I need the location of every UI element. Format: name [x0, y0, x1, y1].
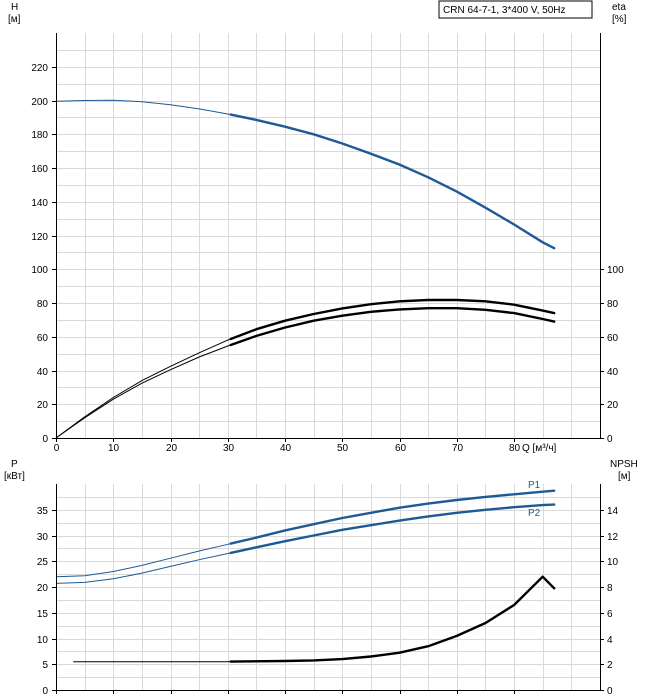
bottom-series-p1-curve-thin: [55, 543, 231, 578]
top-left-tick-label: 100: [31, 265, 48, 276]
top-left-axis-unit: [м]: [8, 14, 21, 25]
top-series-2-curve-thin: [55, 338, 231, 439]
bottom-right-axis-label: NPSH: [610, 459, 638, 470]
bottom-series-p1-curve-operating: [229, 489, 556, 545]
x-tick-label: 20: [166, 443, 178, 454]
bottom-series-p2-curve-thin: [55, 552, 231, 584]
bottom-series-p2-curve-operating: [229, 503, 556, 555]
bottom-left-tick-label: 20: [37, 583, 49, 594]
x-tick-label: 10: [108, 443, 120, 454]
top-right-tick-label: 0: [607, 434, 613, 445]
top-series-1-curve-thin: [55, 344, 231, 439]
bottom-left-tick-label: 10: [37, 635, 49, 646]
top-left-tick-label: 40: [37, 367, 49, 378]
title-box-text: CRN 64-7-1, 3*400 V, 50Hz: [443, 5, 565, 16]
series-label-p1: P1: [528, 480, 541, 491]
top-right-axis-unit: [%]: [612, 14, 627, 25]
grid-layer: [56, 33, 601, 690]
top-left-tick-label: 220: [31, 63, 48, 74]
top-series-2-curve-operating: [229, 298, 556, 341]
series-label-p2: P2: [528, 508, 541, 519]
x-tick-label: 0: [54, 443, 60, 454]
x-tick-label: 50: [337, 443, 349, 454]
bottom-left-tick-label: 30: [37, 532, 49, 543]
x-tick-label: 30: [223, 443, 235, 454]
top-left-tick-label: 120: [31, 232, 48, 243]
x-tick-label: 60: [395, 443, 407, 454]
top-series-0-curve-thin: [55, 99, 231, 116]
bottom-right-tick-label: 12: [607, 532, 619, 543]
top-left-tick-label: 200: [31, 97, 48, 108]
top-series-1-curve-operating: [229, 307, 556, 347]
axes-layer: 0204060801001201401601802002200204060801…: [31, 33, 624, 697]
top-left-tick-label: 160: [31, 164, 48, 175]
bottom-left-tick-label: 15: [37, 609, 49, 620]
bottom-right-tick-label: 6: [607, 609, 613, 620]
x-tick-label: 40: [280, 443, 292, 454]
top-left-tick-label: 20: [37, 400, 49, 411]
top-left-tick-label: 180: [31, 130, 48, 141]
title-box-frame: [438, 0, 593, 19]
bottom-right-tick-label: 8: [607, 583, 613, 594]
top-right-tick-label: 80: [607, 299, 619, 310]
top-left-tick-label: 80: [37, 299, 49, 310]
bottom-right-tick-label: 4: [607, 635, 613, 646]
bottom-left-tick-label: 25: [37, 557, 49, 568]
bottom-right-axis-unit: [м]: [618, 471, 631, 482]
bottom-right-tick-label: 14: [607, 506, 619, 517]
top-series-0-curve-operating: [229, 113, 556, 250]
top-left-tick-label: 140: [31, 198, 48, 209]
top-right-axis-label: eta: [612, 2, 626, 13]
top-right-tick-label: 100: [607, 265, 624, 276]
bottom-series-2-curve-operating: [229, 575, 556, 663]
curves-layer: [55, 99, 556, 663]
top-right-tick-label: 40: [607, 367, 619, 378]
top-right-tick-label: 60: [607, 333, 619, 344]
bottom-left-tick-label: 0: [42, 686, 48, 697]
top-left-tick-label: 60: [37, 333, 49, 344]
bottom-left-axis-unit: [кВт]: [4, 471, 25, 482]
bottom-right-tick-label: 10: [607, 557, 619, 568]
bottom-right-tick-label: 0: [607, 686, 613, 697]
x-tick-label: 70: [452, 443, 464, 454]
top-right-tick-label: 20: [607, 400, 619, 411]
bottom-right-tick-label: 2: [607, 660, 613, 671]
bottom-left-axis-label: P: [11, 459, 18, 470]
x-axis-label: Q [м³/ч]: [522, 443, 557, 454]
top-left-tick-label: 0: [42, 434, 48, 445]
bottom-left-tick-label: 5: [42, 660, 48, 671]
top-left-axis-label: H: [11, 2, 18, 13]
bottom-left-tick-label: 35: [37, 506, 49, 517]
x-tick-label: 80: [509, 443, 521, 454]
